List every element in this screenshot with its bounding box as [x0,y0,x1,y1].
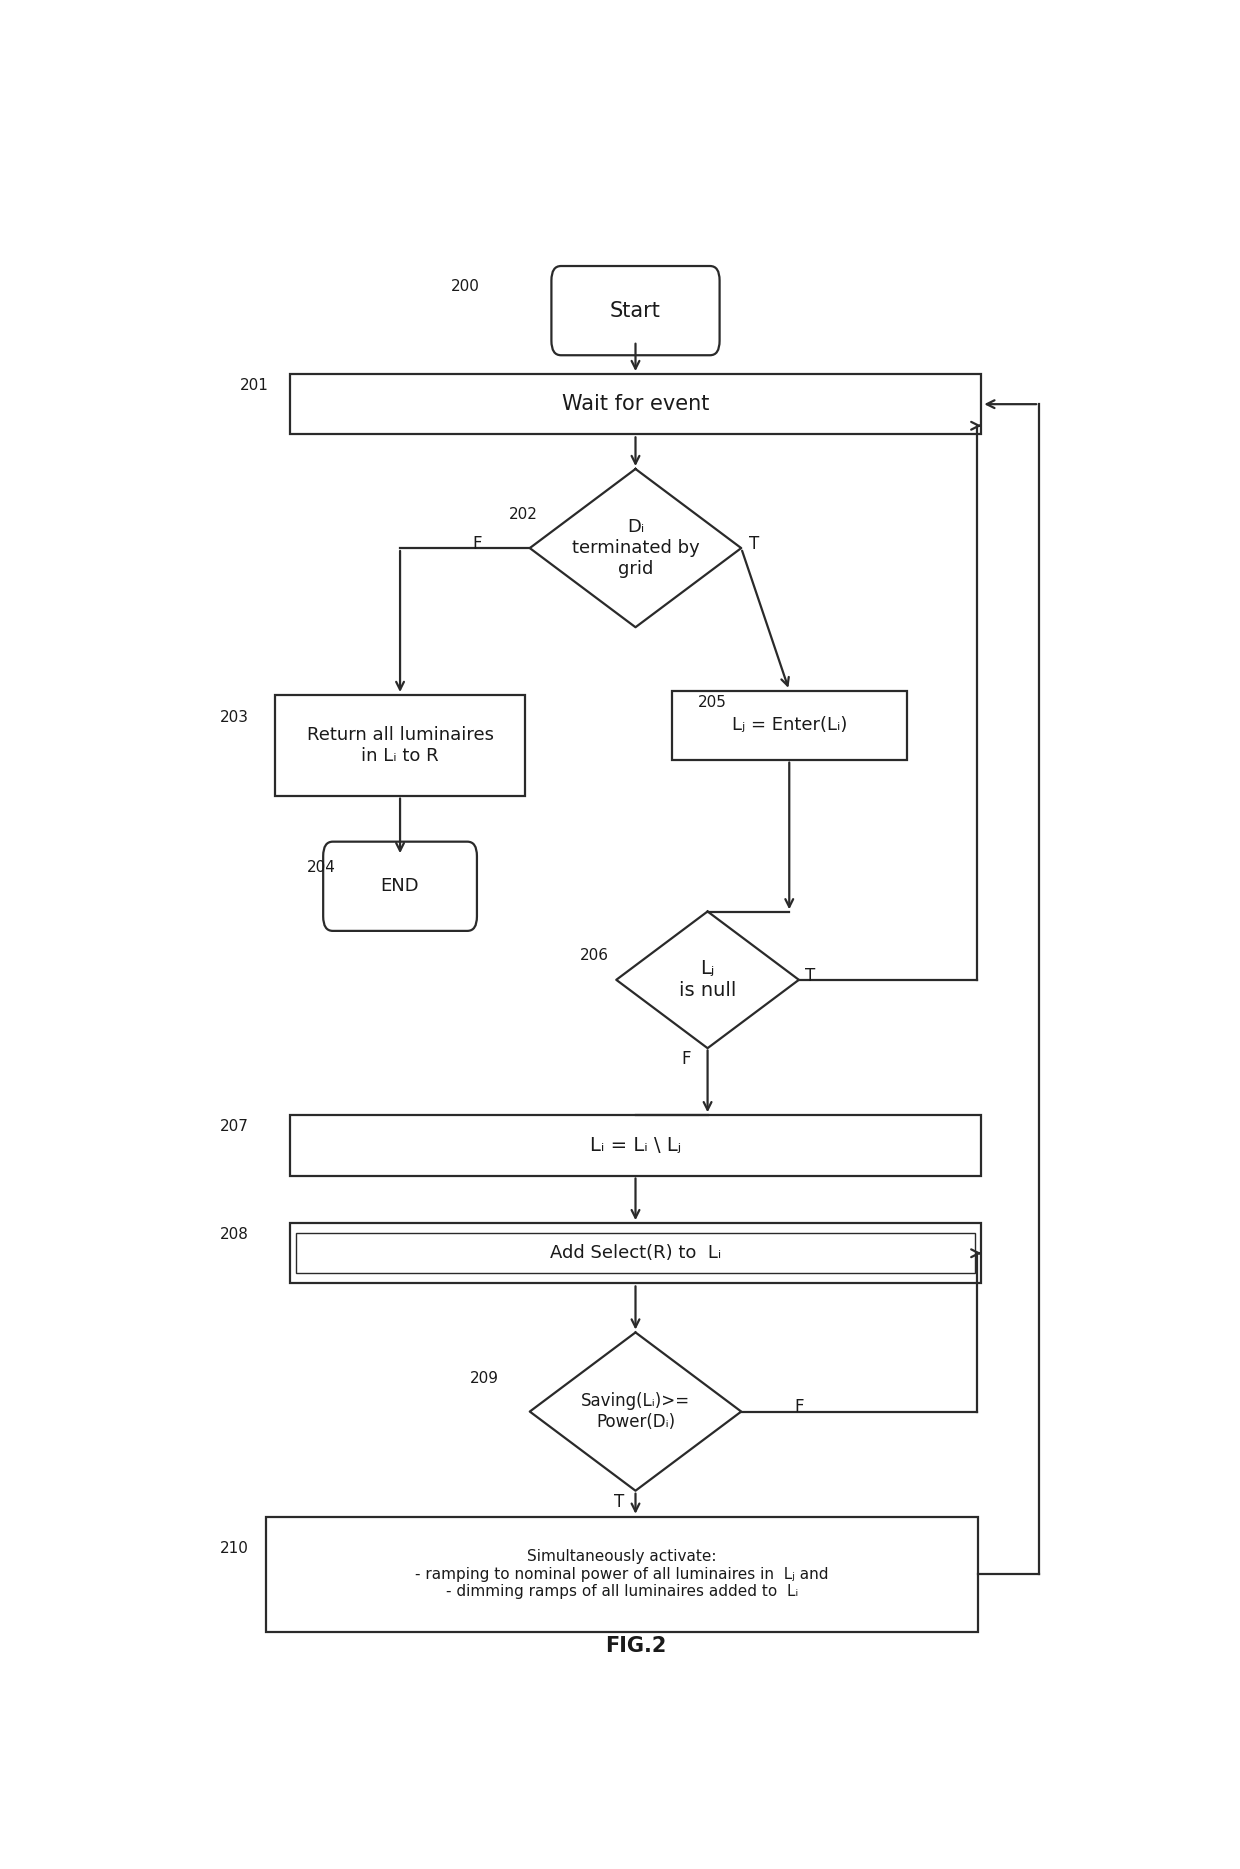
Text: T: T [614,1493,625,1512]
Text: Dᵢ
terminated by
grid: Dᵢ terminated by grid [572,518,699,578]
Bar [267,1516,977,1632]
Text: Lⱼ
is null: Lⱼ is null [678,959,737,1000]
Text: 203: 203 [221,710,249,725]
Text: Lᵢ = Lᵢ \ Lⱼ: Lᵢ = Lᵢ \ Lⱼ [590,1136,681,1155]
Text: 200: 200 [451,278,480,293]
Text: 206: 206 [580,948,609,963]
Text: T: T [805,966,815,985]
Text: 210: 210 [221,1540,249,1555]
Text: 207: 207 [221,1120,249,1134]
Text: 201: 201 [239,378,268,392]
Text: F: F [472,535,481,553]
Text: Start: Start [610,301,661,321]
Text: Return all luminaires
in Lᵢ to R: Return all luminaires in Lᵢ to R [306,725,494,764]
Text: 209: 209 [470,1372,500,1387]
Bar [290,1116,982,1176]
Text: T: T [749,535,759,553]
FancyBboxPatch shape [324,841,477,931]
Bar [290,374,982,434]
Text: F: F [682,1050,691,1067]
Bar [275,695,525,796]
Text: 202: 202 [508,508,537,523]
Bar [290,1222,982,1284]
Text: END: END [381,877,419,895]
Text: F: F [794,1398,804,1417]
Polygon shape [529,469,742,628]
Bar [296,1234,975,1273]
Text: Saving(Lᵢ)>=
Power(Dᵢ): Saving(Lᵢ)>= Power(Dᵢ) [580,1392,691,1432]
Polygon shape [529,1333,742,1491]
Text: 205: 205 [698,695,727,710]
Polygon shape [616,912,799,1049]
Text: 204: 204 [306,860,336,875]
Bar [672,690,906,759]
Text: 208: 208 [221,1228,249,1243]
Text: FIG.2: FIG.2 [605,1635,666,1656]
Text: Lⱼ = Enter(Lᵢ): Lⱼ = Enter(Lᵢ) [732,716,847,735]
Text: Simultaneously activate:
- ramping to nominal power of all luminaires in  Lⱼ and: Simultaneously activate: - ramping to no… [415,1549,828,1600]
Text: Add Select(R) to  Lᵢ: Add Select(R) to Lᵢ [549,1245,722,1262]
FancyBboxPatch shape [552,265,719,355]
Text: Wait for event: Wait for event [562,394,709,415]
